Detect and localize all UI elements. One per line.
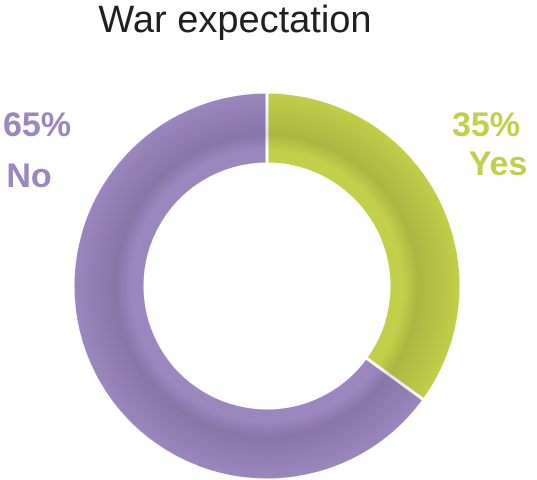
slice-percent-yes: 35% [452,106,520,144]
donut-shading [73,92,461,480]
slice-label-yes: Yes [469,145,528,183]
chart-title: War expectation [98,0,372,41]
slice-label-no: No [6,157,51,195]
slice-percent-no: 65% [3,106,71,144]
